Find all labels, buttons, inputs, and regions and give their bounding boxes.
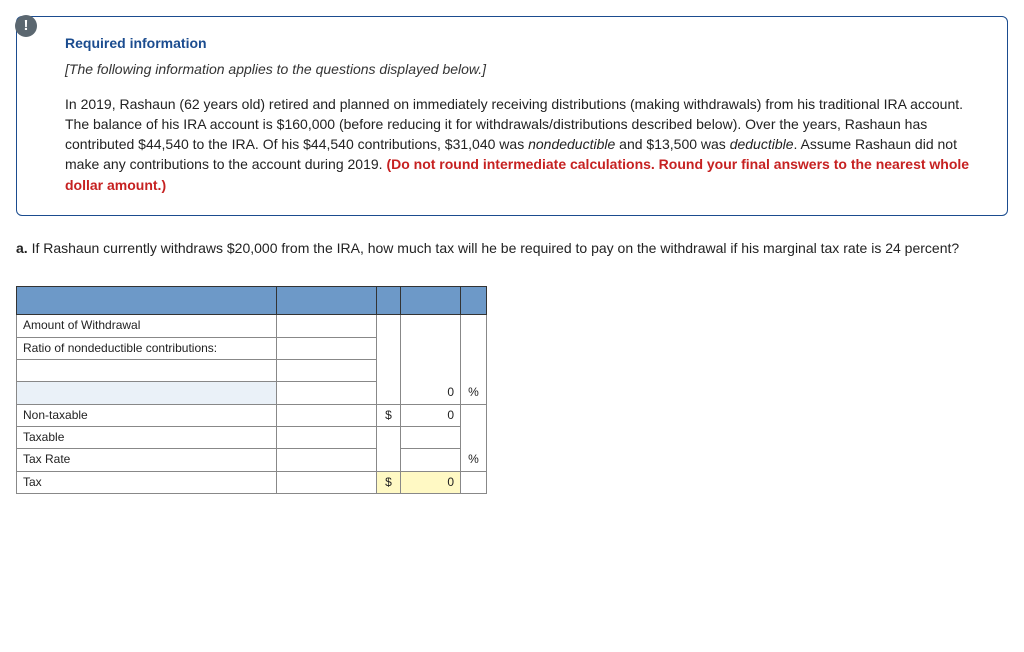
cell-empty bbox=[277, 426, 377, 448]
cell-empty bbox=[461, 404, 487, 426]
question-a: a. If Rashaun currently withdraws $20,00… bbox=[16, 238, 1008, 258]
cell-empty bbox=[377, 360, 401, 382]
alert-icon-glyph: ! bbox=[24, 15, 29, 37]
info-title: Required information bbox=[65, 33, 983, 53]
cell-empty bbox=[401, 360, 461, 382]
cell-tax-rate-unit: % bbox=[461, 449, 487, 471]
question-text: If Rashaun currently withdraws $20,000 f… bbox=[28, 240, 959, 256]
info-body-em1: nondeductible bbox=[528, 136, 615, 152]
row-gap bbox=[17, 360, 487, 382]
cell-empty bbox=[461, 471, 487, 493]
cell-empty bbox=[461, 360, 487, 382]
cell-empty bbox=[377, 382, 401, 404]
table-header-row bbox=[17, 287, 487, 315]
alert-icon: ! bbox=[15, 15, 37, 37]
cell-ratio-mid[interactable] bbox=[277, 337, 377, 359]
row-ratio-nondeductible: Ratio of nondeductible contributions: bbox=[17, 337, 487, 359]
required-information-box: ! Required information [The following in… bbox=[16, 16, 1008, 216]
cell-tax-sym: $ bbox=[377, 471, 401, 493]
cell-amount-withdrawal-mid[interactable] bbox=[277, 315, 377, 337]
cell-non-taxable-sym: $ bbox=[377, 404, 401, 426]
cell-empty bbox=[461, 315, 487, 337]
hdr-cell bbox=[17, 287, 277, 315]
cell-empty bbox=[277, 449, 377, 471]
label-tax-rate: Tax Rate bbox=[17, 449, 277, 471]
row-amount-withdrawal: Amount of Withdrawal bbox=[17, 315, 487, 337]
row-taxable: Taxable bbox=[17, 426, 487, 448]
info-body-part2: and $13,500 was bbox=[615, 136, 729, 152]
cell-empty bbox=[401, 315, 461, 337]
hdr-cell bbox=[401, 287, 461, 315]
cell-tax-value[interactable]: 0 bbox=[401, 471, 461, 493]
cell-non-taxable-value[interactable]: 0 bbox=[401, 404, 461, 426]
hdr-cell bbox=[461, 287, 487, 315]
cell-empty bbox=[277, 382, 377, 404]
row-tax: Tax $ 0 bbox=[17, 471, 487, 493]
cell-empty bbox=[377, 426, 401, 448]
calculation-table: Amount of Withdrawal Ratio of nondeducti… bbox=[16, 286, 487, 494]
cell-empty bbox=[17, 360, 277, 382]
cell-empty bbox=[277, 360, 377, 382]
cell-percentage-unit: % bbox=[461, 382, 487, 404]
cell-percentage-value[interactable]: 0 bbox=[401, 382, 461, 404]
row-non-taxable: Non-taxable $ 0 bbox=[17, 404, 487, 426]
info-body-em2: deductible bbox=[730, 136, 794, 152]
cell-tax-rate-value[interactable] bbox=[401, 449, 461, 471]
hdr-cell bbox=[277, 287, 377, 315]
question-label: a. bbox=[16, 240, 28, 256]
hdr-cell bbox=[377, 287, 401, 315]
cell-percentage-label[interactable] bbox=[17, 382, 277, 404]
label-amount-withdrawal: Amount of Withdrawal bbox=[17, 315, 277, 337]
cell-empty bbox=[377, 337, 401, 359]
label-tax: Tax bbox=[17, 471, 277, 493]
row-percentage: 0 % bbox=[17, 382, 487, 404]
cell-empty bbox=[461, 337, 487, 359]
label-taxable: Taxable bbox=[17, 426, 277, 448]
cell-empty bbox=[401, 337, 461, 359]
cell-empty bbox=[377, 315, 401, 337]
cell-empty bbox=[461, 426, 487, 448]
cell-empty bbox=[277, 404, 377, 426]
cell-empty bbox=[377, 449, 401, 471]
label-ratio-nondeductible: Ratio of nondeductible contributions: bbox=[17, 337, 277, 359]
label-non-taxable: Non-taxable bbox=[17, 404, 277, 426]
info-subtitle: [The following information applies to th… bbox=[65, 59, 983, 79]
cell-taxable-value[interactable] bbox=[401, 426, 461, 448]
info-body: In 2019, Rashaun (62 years old) retired … bbox=[65, 94, 983, 195]
row-tax-rate: Tax Rate % bbox=[17, 449, 487, 471]
cell-empty bbox=[277, 471, 377, 493]
